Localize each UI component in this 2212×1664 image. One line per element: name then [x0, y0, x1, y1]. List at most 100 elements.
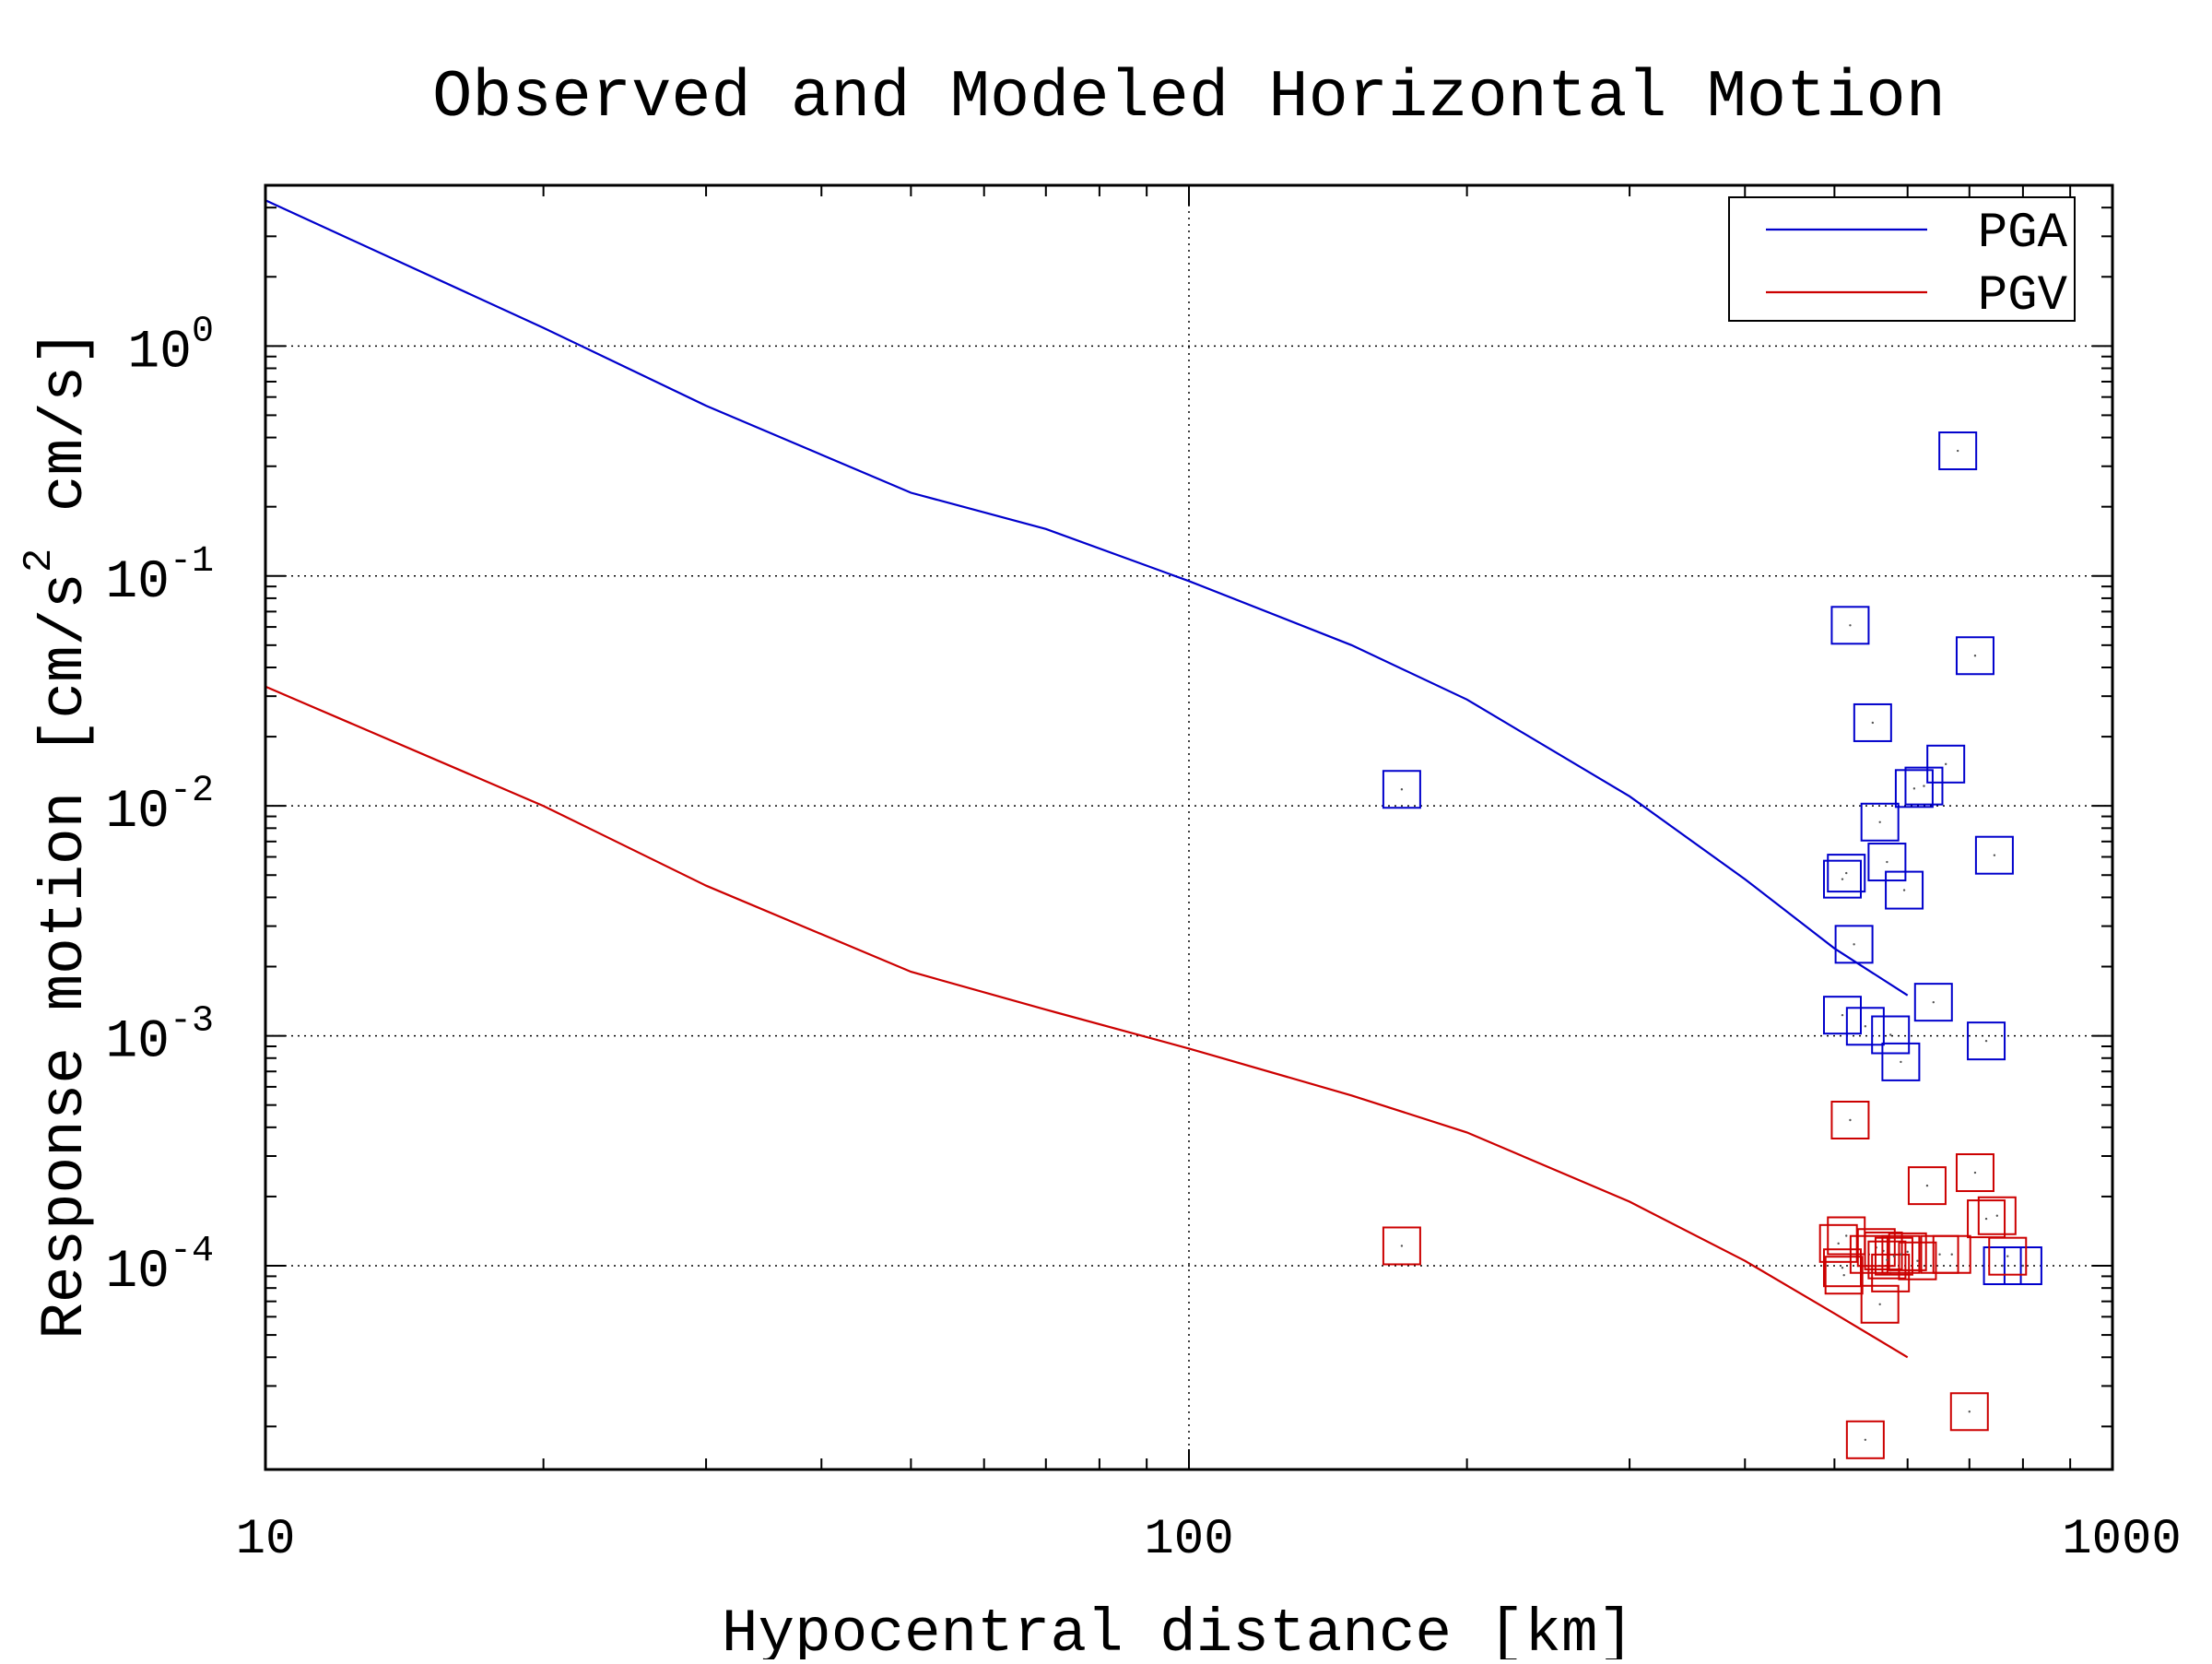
marker-dot — [1938, 1253, 1941, 1256]
marker-dot — [1878, 820, 1881, 823]
marker-dot — [1912, 787, 1916, 790]
x-tick-label: 1000 — [2062, 1512, 2182, 1568]
marker-square — [1881, 1234, 1921, 1274]
data-point — [1834, 925, 1874, 964]
marker-dot — [1995, 1214, 1999, 1217]
data-point — [1830, 1101, 1870, 1140]
data-point — [1932, 1234, 1971, 1274]
marker-square — [1904, 766, 1944, 806]
marker-square — [1913, 983, 1953, 1022]
marker-square — [1894, 769, 1934, 808]
marker-dot — [2001, 1264, 2004, 1268]
data-point — [1853, 702, 1892, 742]
marker-dot — [1916, 1259, 1919, 1262]
marker-square — [1845, 1420, 1885, 1459]
marker-dot — [1968, 1410, 1971, 1413]
marker-square — [1932, 1234, 1971, 1274]
y-axis-label-text: Response motion [cm/s2 cm/s] — [17, 329, 100, 1339]
marker-dot — [1956, 449, 1959, 453]
marker-square — [1834, 925, 1874, 964]
marker-dot — [1400, 1245, 1404, 1247]
data-point — [1860, 802, 1900, 842]
data-point — [1898, 1241, 1937, 1280]
data-point — [1867, 1240, 1907, 1280]
marker-dot — [1842, 1274, 1845, 1277]
marker-square — [1860, 1284, 1900, 1324]
data-point — [1845, 1420, 1885, 1459]
marker-square — [1874, 1236, 1913, 1276]
marker-dot — [1950, 1253, 1953, 1256]
marker-square — [2003, 1246, 2042, 1286]
data-point — [2003, 1246, 2042, 1286]
data-point — [1907, 1166, 1947, 1206]
marker-square — [1822, 996, 1862, 1035]
marker-square — [1967, 1199, 2006, 1239]
legend-label: PGV — [1978, 268, 2068, 325]
marker-dot — [1973, 655, 1977, 657]
data-point — [1967, 1021, 2006, 1061]
marker-dot — [1892, 1255, 1896, 1257]
data-point — [1913, 983, 1953, 1022]
data-point — [1860, 1284, 1900, 1324]
marker-square — [1988, 1236, 2028, 1276]
series-layer — [265, 199, 1909, 1359]
y-axis-label: Response motion [cm/s2 cm/s] — [17, 329, 100, 1339]
data-point — [1967, 1199, 2006, 1239]
y-tick-label: 10-1 — [105, 541, 214, 613]
data-point — [1949, 1392, 1989, 1432]
marker-square — [1867, 843, 1907, 882]
marker-dot — [2021, 1264, 2025, 1268]
marker-square — [1818, 1223, 1858, 1263]
data-point — [1983, 1246, 2022, 1286]
marker-square — [1830, 606, 1870, 645]
y-tick-label: 10-3 — [105, 1001, 214, 1073]
data-point — [1926, 744, 1966, 784]
marker-dot — [1984, 1039, 1988, 1043]
legend-label: PGA — [1978, 206, 2068, 262]
chart-title: Observed and Modeled Horizontal Motion — [432, 60, 1946, 136]
data-point — [1871, 1015, 1911, 1055]
marker-square — [1822, 1248, 1862, 1288]
marker-dot — [1886, 1258, 1888, 1261]
ticks-layer — [265, 184, 2113, 1469]
data-point — [1938, 431, 1978, 471]
marker-square — [1827, 854, 1866, 893]
marker-dot — [1906, 1250, 1909, 1254]
marker-square — [1845, 1007, 1885, 1046]
marker-square — [1926, 744, 1966, 784]
marker-dot — [1871, 721, 1875, 725]
marker-square — [1983, 1246, 2022, 1286]
marker-square — [1864, 1231, 1903, 1270]
marker-dot — [1900, 1253, 1902, 1256]
marker-dot — [1841, 1013, 1844, 1017]
data-point — [1827, 854, 1866, 893]
marker-square — [1830, 1101, 1870, 1140]
marker-square — [1822, 859, 1862, 899]
marker-square — [1977, 1196, 2017, 1235]
data-point — [1867, 843, 1907, 882]
marker-square — [1881, 1042, 1921, 1081]
marker-dot — [1849, 1118, 1852, 1122]
marker-square — [1871, 1015, 1911, 1055]
data-point — [1822, 996, 1862, 1035]
data-point — [1822, 859, 1862, 899]
tick-labels-layer: 10 100 1000 100 10-1 10-2 10-3 10-4 — [105, 311, 2181, 1568]
marker-square — [1907, 1166, 1947, 1206]
data-point — [1885, 870, 1924, 910]
legend: PGA PGV — [1728, 196, 2076, 325]
marker-square — [1955, 1153, 1994, 1193]
marker-square — [1860, 802, 1900, 842]
data-point — [1382, 770, 1421, 809]
data-point — [1874, 1236, 1913, 1276]
data-point — [1881, 1042, 1921, 1081]
marker-square — [1955, 636, 1994, 676]
marker-dot — [1886, 860, 1888, 864]
marker-square — [1867, 1240, 1907, 1280]
marker-dot — [1925, 1184, 1929, 1187]
marker-dot — [1853, 943, 1855, 946]
marker-dot — [1932, 1000, 1935, 1004]
data-point — [1955, 636, 1994, 676]
marker-dot — [1864, 1025, 1867, 1028]
marker-square — [1888, 1232, 1927, 1271]
